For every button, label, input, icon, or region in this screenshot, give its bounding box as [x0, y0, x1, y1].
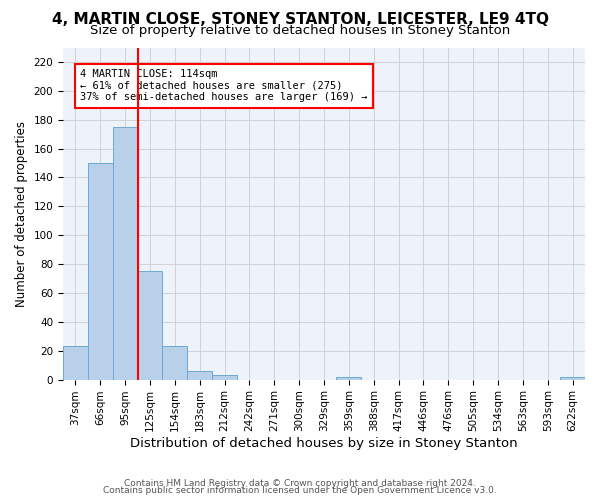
Text: Contains public sector information licensed under the Open Government Licence v3: Contains public sector information licen…: [103, 486, 497, 495]
Bar: [163, 346, 187, 380]
Bar: [187, 371, 212, 380]
Bar: [212, 376, 237, 380]
Bar: [560, 376, 585, 380]
Text: 4 MARTIN CLOSE: 114sqm
← 61% of detached houses are smaller (275)
37% of semi-de: 4 MARTIN CLOSE: 114sqm ← 61% of detached…: [80, 69, 367, 102]
Bar: [113, 127, 137, 380]
Bar: [88, 163, 113, 380]
Text: Size of property relative to detached houses in Stoney Stanton: Size of property relative to detached ho…: [90, 24, 510, 37]
Bar: [137, 272, 163, 380]
X-axis label: Distribution of detached houses by size in Stoney Stanton: Distribution of detached houses by size …: [130, 437, 518, 450]
Bar: [337, 376, 361, 380]
Text: 4, MARTIN CLOSE, STONEY STANTON, LEICESTER, LE9 4TQ: 4, MARTIN CLOSE, STONEY STANTON, LEICEST…: [52, 12, 548, 26]
Bar: [63, 346, 88, 380]
Y-axis label: Number of detached properties: Number of detached properties: [15, 120, 28, 306]
Text: Contains HM Land Registry data © Crown copyright and database right 2024.: Contains HM Land Registry data © Crown c…: [124, 479, 476, 488]
